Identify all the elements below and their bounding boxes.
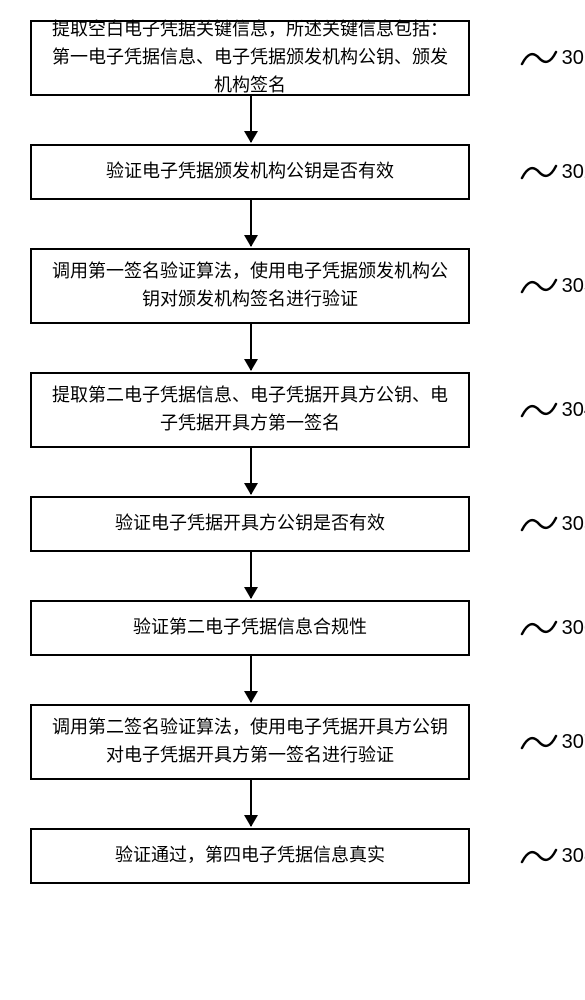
flowchart-box-text: 提取第二电子凭据信息、电子凭据开具方公钥、电子凭据开具方第一签名 [48,382,452,438]
step-label-group: 302 [520,158,585,186]
step-label-group: 301 [520,44,585,72]
tilde-connector-icon [520,158,558,186]
flowchart-arrow [250,448,252,494]
step-number-label: 306 [562,617,585,640]
step-label-group: 303 [520,272,585,300]
tilde-connector-icon [520,614,558,642]
flowchart-box-text: 调用第一签名验证算法，使用电子凭据颁发机构公钥对颁发机构签名进行验证 [48,258,452,314]
flowchart-box: 调用第二签名验证算法，使用电子凭据开具方公钥对电子凭据开具方第一签名进行验证 [30,704,470,780]
step-number-label: 308 [562,845,585,868]
flowchart-box: 验证第二电子凭据信息合规性 [30,600,470,656]
flowchart-arrow [250,780,252,826]
step-label-group: 308 [520,842,585,870]
flowchart-step-301: 提取空白电子凭据关键信息，所述关键信息包括：第一电子凭据信息、电子凭据颁发机构公… [30,20,510,96]
flowchart-step-302: 验证电子凭据颁发机构公钥是否有效302 [30,144,510,200]
flowchart-step-308: 验证通过，第四电子凭据信息真实308 [30,828,510,884]
flowchart-box-text: 验证第二电子凭据信息合规性 [133,614,367,642]
flowchart-box: 提取第二电子凭据信息、电子凭据开具方公钥、电子凭据开具方第一签名 [30,372,470,448]
tilde-connector-icon [520,396,558,424]
flowchart-step-307: 调用第二签名验证算法，使用电子凭据开具方公钥对电子凭据开具方第一签名进行验证30… [30,704,510,780]
flowchart-box: 验证电子凭据颁发机构公钥是否有效 [30,144,470,200]
tilde-connector-icon [520,44,558,72]
step-number-label: 304 [562,399,585,422]
step-label-group: 306 [520,614,585,642]
step-number-label: 307 [562,731,585,754]
flowchart-box: 提取空白电子凭据关键信息，所述关键信息包括：第一电子凭据信息、电子凭据颁发机构公… [30,20,470,96]
flowchart-step-303: 调用第一签名验证算法，使用电子凭据颁发机构公钥对颁发机构签名进行验证303 [30,248,510,324]
step-label-group: 305 [520,510,585,538]
flowchart-box-text: 验证通过，第四电子凭据信息真实 [115,842,385,870]
tilde-connector-icon [520,842,558,870]
step-number-label: 301 [562,47,585,70]
flowchart-arrow [250,552,252,598]
flowchart-container: 提取空白电子凭据关键信息，所述关键信息包括：第一电子凭据信息、电子凭据颁发机构公… [30,20,510,932]
step-number-label: 305 [562,513,585,536]
flowchart-step-306: 验证第二电子凭据信息合规性306 [30,600,510,656]
flowchart-step-305: 验证电子凭据开具方公钥是否有效305 [30,496,510,552]
flowchart-box-text: 验证电子凭据开具方公钥是否有效 [115,510,385,538]
flowchart-arrow [250,200,252,246]
step-number-label: 303 [562,275,585,298]
tilde-connector-icon [520,728,558,756]
flowchart-box-text: 提取空白电子凭据关键信息，所述关键信息包括：第一电子凭据信息、电子凭据颁发机构公… [48,16,452,100]
step-label-group: 304 [520,396,585,424]
flowchart-box-text: 验证电子凭据颁发机构公钥是否有效 [106,158,394,186]
flowchart-arrow [250,656,252,702]
flowchart-box-text: 调用第二签名验证算法，使用电子凭据开具方公钥对电子凭据开具方第一签名进行验证 [48,714,452,770]
flowchart-arrow [250,324,252,370]
step-number-label: 302 [562,161,585,184]
flowchart-step-304: 提取第二电子凭据信息、电子凭据开具方公钥、电子凭据开具方第一签名304 [30,372,510,448]
flowchart-arrow [250,96,252,142]
flowchart-box: 验证电子凭据开具方公钥是否有效 [30,496,470,552]
step-label-group: 307 [520,728,585,756]
flowchart-box: 调用第一签名验证算法，使用电子凭据颁发机构公钥对颁发机构签名进行验证 [30,248,470,324]
tilde-connector-icon [520,272,558,300]
tilde-connector-icon [520,510,558,538]
flowchart-box: 验证通过，第四电子凭据信息真实 [30,828,470,884]
